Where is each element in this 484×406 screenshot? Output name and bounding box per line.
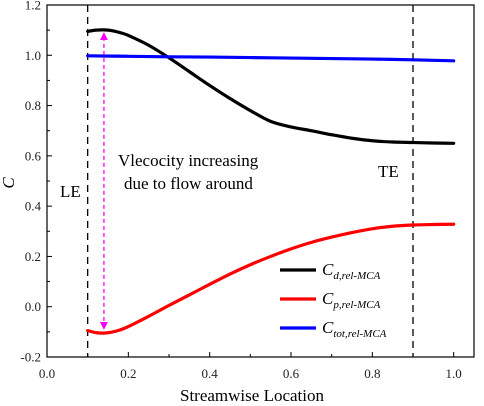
x-axis-ticks: 0.0 0.2 0.4 0.6 0.8 1.0 [39, 352, 462, 381]
legend-label-p-rel-mca: Cp,rel-MCA [322, 289, 381, 311]
legend-label-d-rel-mca: Cd,rel-MCA [322, 260, 381, 282]
y-axis-title: C [0, 177, 18, 189]
y-tick-label: 0.4 [25, 199, 42, 214]
legend-label-tot-rel-mca: Ctot,rel-MCA [322, 318, 387, 340]
x-tick-label: 0.4 [202, 366, 219, 381]
series-group [86, 28, 456, 335]
series-line-tot-rel-mca [86, 54, 456, 63]
x-tick-label: 0.8 [364, 366, 380, 381]
x-tick-label: 1.0 [446, 366, 462, 381]
reference-lines [87, 5, 414, 357]
y-tick-label: 0.0 [25, 299, 41, 314]
y-tick-label: 1.2 [25, 0, 41, 13]
series-line-p-rel-mca [86, 222, 456, 335]
y-tick-label: 1.0 [25, 48, 41, 63]
y-tick-label: 0.2 [25, 249, 41, 264]
y-axis-ticks: -0.2 0.0 0.2 0.4 0.6 0.8 1.0 1.2 [20, 0, 52, 365]
x-tick-label: 0.2 [120, 366, 136, 381]
annotation-line-1: Vlecocity increasing [118, 151, 259, 170]
y-tick-label: 0.8 [25, 98, 41, 113]
series-line-d-rel-mca [86, 28, 456, 145]
y-tick-label: 0.6 [25, 148, 42, 163]
x-axis-title: Streamwise Location [180, 386, 324, 405]
le-label: LE [60, 182, 81, 201]
x-tick-label: 0.6 [283, 366, 300, 381]
te-label: TE [378, 162, 399, 181]
legend: Cd,rel-MCA Cp,rel-MCA Ctot,rel-MCA [280, 260, 387, 340]
y-tick-label: -0.2 [20, 350, 41, 365]
x-tick-label: 0.0 [39, 366, 55, 381]
annotation-line-2: due to flow around [124, 174, 253, 193]
